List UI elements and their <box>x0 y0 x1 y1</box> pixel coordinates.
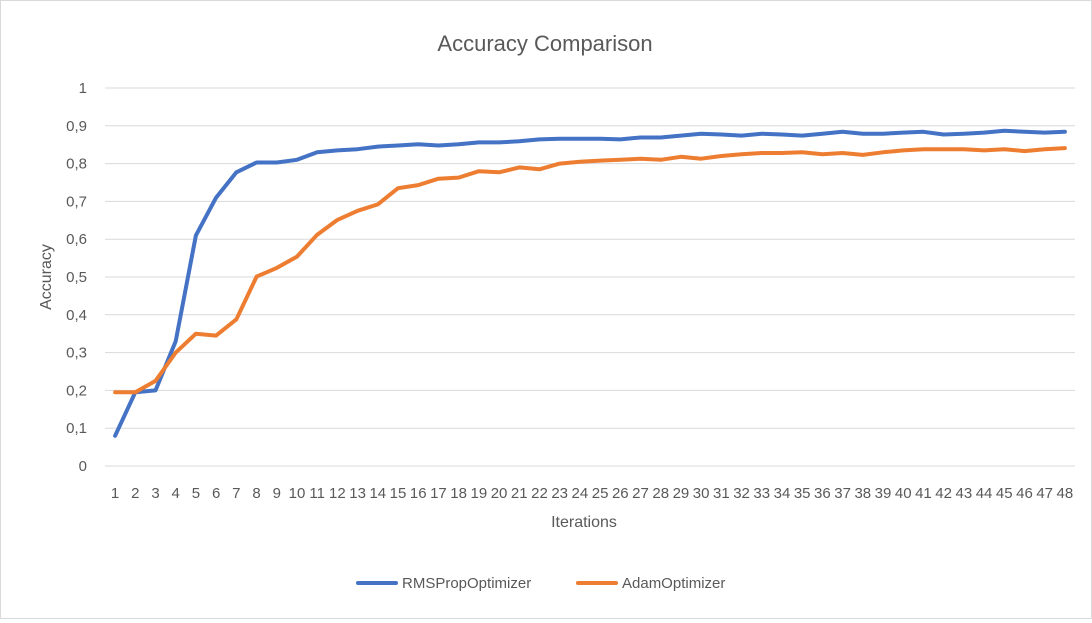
x-tick-label: 32 <box>733 485 750 502</box>
x-tick-label: 45 <box>996 485 1013 502</box>
y-axis-title: Accuracy <box>38 244 55 310</box>
y-tick-label: 0,7 <box>66 193 87 210</box>
legend-label: AdamOptimizer <box>622 575 725 592</box>
x-tick-label: 41 <box>915 485 932 502</box>
x-tick-label: 24 <box>572 485 589 502</box>
x-tick-label: 5 <box>192 485 200 502</box>
y-tick-label: 0,4 <box>66 307 87 324</box>
x-tick-label: 36 <box>814 485 831 502</box>
y-tick-label: 0,9 <box>66 118 87 135</box>
x-tick-label: 9 <box>273 485 281 502</box>
legend-label: RMSPropOptimizer <box>402 575 531 592</box>
x-tick-label: 46 <box>1016 485 1033 502</box>
series-line-adamoptimizer <box>113 146 1067 395</box>
x-tick-label: 19 <box>471 485 488 502</box>
x-tick-label: 48 <box>1057 485 1074 502</box>
x-axis-title: Iterations <box>551 514 617 531</box>
y-tick-label: 0,6 <box>66 231 87 248</box>
y-axis-ticks: 0 0,1 0,2 0,3 0,4 0,5 0,6 0,7 0,8 0,9 1 <box>66 80 87 475</box>
y-tick-label: 0,5 <box>66 269 87 286</box>
x-tick-label: 7 <box>232 485 240 502</box>
y-tick-label: 0,2 <box>66 382 87 399</box>
x-axis-ticks: 1 2 3 4 5 6 7 8 9 10 11 12 13 14 15 16 17 18 19 20 21 22 23 24 2… <box>111 485 1073 502</box>
x-tick-label: 31 <box>713 485 730 502</box>
x-tick-label: 43 <box>956 485 973 502</box>
x-tick-label: 30 <box>693 485 710 502</box>
x-tick-label: 29 <box>673 485 690 502</box>
legend-item-adamoptimizer: AdamOptimizer <box>576 575 725 592</box>
x-tick-label: 11 <box>309 485 325 502</box>
x-tick-label: 38 <box>854 485 871 502</box>
series-lines <box>113 128 1067 438</box>
x-tick-label: 20 <box>491 485 508 502</box>
y-tick-label: 0,1 <box>66 420 87 437</box>
x-tick-label: 33 <box>753 485 770 502</box>
x-tick-label: 15 <box>390 485 407 502</box>
x-tick-label: 17 <box>430 485 447 502</box>
x-tick-label: 39 <box>875 485 892 502</box>
x-tick-label: 12 <box>329 485 346 502</box>
x-tick-label: 23 <box>551 485 568 502</box>
x-tick-label: 4 <box>172 485 180 502</box>
x-tick-label: 21 <box>511 485 528 502</box>
x-tick-label: 37 <box>834 485 851 502</box>
x-tick-label: 6 <box>212 485 220 502</box>
x-tick-label: 18 <box>450 485 467 502</box>
y-tick-label: 0,8 <box>66 156 87 173</box>
x-tick-label: 1 <box>111 485 119 502</box>
y-tick-label: 1 <box>79 80 87 97</box>
x-tick-label: 22 <box>531 485 548 502</box>
x-tick-label: 40 <box>895 485 912 502</box>
x-tick-label: 25 <box>592 485 609 502</box>
x-tick-label: 14 <box>369 485 386 502</box>
legend: RMSPropOptimizer AdamOptimizer <box>356 575 725 592</box>
series-line-rmspropoptimizer <box>113 128 1067 438</box>
legend-item-rmspropoptimizer: RMSPropOptimizer <box>356 575 531 592</box>
x-tick-label: 16 <box>410 485 427 502</box>
x-tick-label: 13 <box>349 485 366 502</box>
x-tick-label: 10 <box>289 485 306 502</box>
x-tick-label: 27 <box>632 485 649 502</box>
x-tick-label: 26 <box>612 485 629 502</box>
x-tick-label: 42 <box>935 485 952 502</box>
chart-title: Accuracy Comparison <box>437 31 652 56</box>
x-tick-label: 34 <box>774 485 791 502</box>
x-tick-label: 44 <box>976 485 993 502</box>
x-tick-label: 3 <box>151 485 159 502</box>
x-tick-label: 35 <box>794 485 811 502</box>
y-tick-label: 0 <box>79 458 87 475</box>
x-tick-label: 28 <box>652 485 669 502</box>
y-tick-label: 0,3 <box>66 345 87 362</box>
x-tick-label: 8 <box>252 485 260 502</box>
gridlines <box>105 87 1075 467</box>
x-tick-label: 2 <box>131 485 139 502</box>
x-tick-label: 47 <box>1036 485 1053 502</box>
